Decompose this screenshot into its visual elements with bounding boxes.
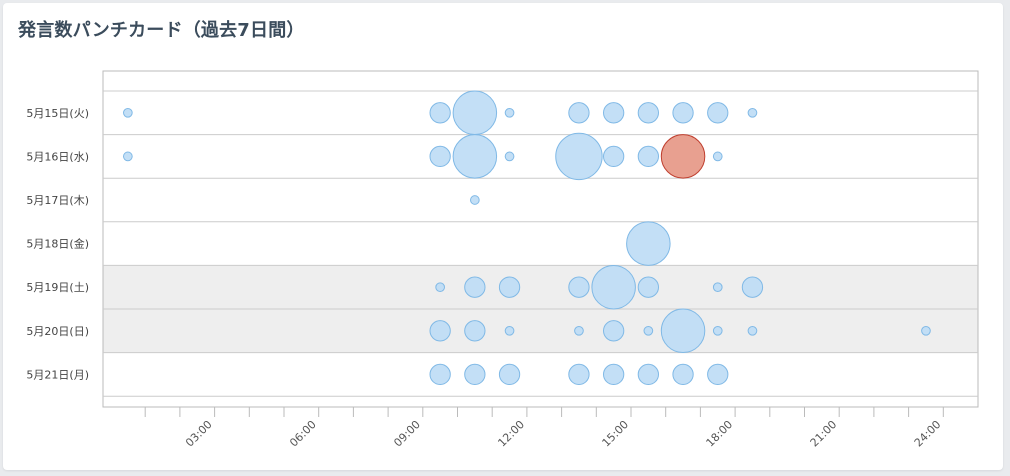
data-bubble [637,102,659,124]
data-bubble [672,363,694,386]
data-bubble [747,107,758,118]
x-tick-label: 24:00 [912,418,944,450]
data-bubble [504,325,515,336]
data-bubble [498,363,521,386]
data-bubble [603,320,625,342]
data-bubble [660,134,706,179]
data-bubble [123,151,133,162]
x-tick-label: 21:00 [808,418,840,450]
data-bubble [712,282,723,293]
data-bubble [464,363,486,386]
data-bubble [568,363,590,386]
data-bubble [429,320,451,342]
data-bubble [921,325,931,336]
y-tick-label: 5月19日(土) [26,281,89,294]
data-bubble [672,102,694,124]
x-tick-label: 18:00 [704,418,736,450]
data-bubble [568,276,590,298]
data-bubble [429,102,451,124]
data-bubble [504,107,515,118]
chart-title: 発言数パンチカード（過去7日間） [18,20,305,41]
data-bubble [470,195,480,205]
y-tick-label: 5月18日(金) [26,237,89,251]
data-bubble [498,276,521,298]
data-bubble [464,320,486,342]
data-bubble [603,363,625,386]
data-bubble [637,145,659,168]
y-tick-label: 5月15日(火) [26,107,89,120]
data-bubble [660,308,706,354]
data-bubble [568,102,590,124]
x-tick-label: 12:00 [495,418,527,450]
shaded-row [103,309,978,353]
data-bubble [464,276,486,298]
data-bubble [707,102,729,124]
data-bubble [603,102,625,124]
data-bubble [707,363,729,386]
data-bubble [747,325,758,336]
data-bubble [637,363,659,386]
data-bubble [603,145,625,168]
y-tick-label: 5月21日(月) [26,368,89,381]
y-tick-label: 5月17日(木) [26,194,89,207]
data-bubble [435,282,445,293]
data-bubble [452,90,498,136]
data-bubble [574,325,584,336]
data-bubble [429,145,451,168]
plot-area [102,70,979,408]
data-bubble [429,363,451,386]
data-bubble [643,325,654,336]
data-bubble [591,264,636,310]
data-bubble [504,151,515,162]
x-tick-label: 09:00 [391,418,423,450]
x-tick-label: 15:00 [600,418,632,450]
shaded-row [103,265,978,309]
y-tick-label: 5月20日(日) [26,325,89,338]
x-tick-label: 03:00 [183,418,215,450]
data-bubble [741,276,764,298]
data-bubble [712,325,723,336]
data-bubble [123,107,133,118]
x-tick-label: 06:00 [287,418,319,450]
data-bubble [555,132,603,181]
y-tick-label: 5月16日(水) [26,150,89,163]
data-bubble [637,276,659,298]
data-bubble [452,134,498,179]
data-bubble [626,221,671,266]
data-bubble [712,151,723,162]
